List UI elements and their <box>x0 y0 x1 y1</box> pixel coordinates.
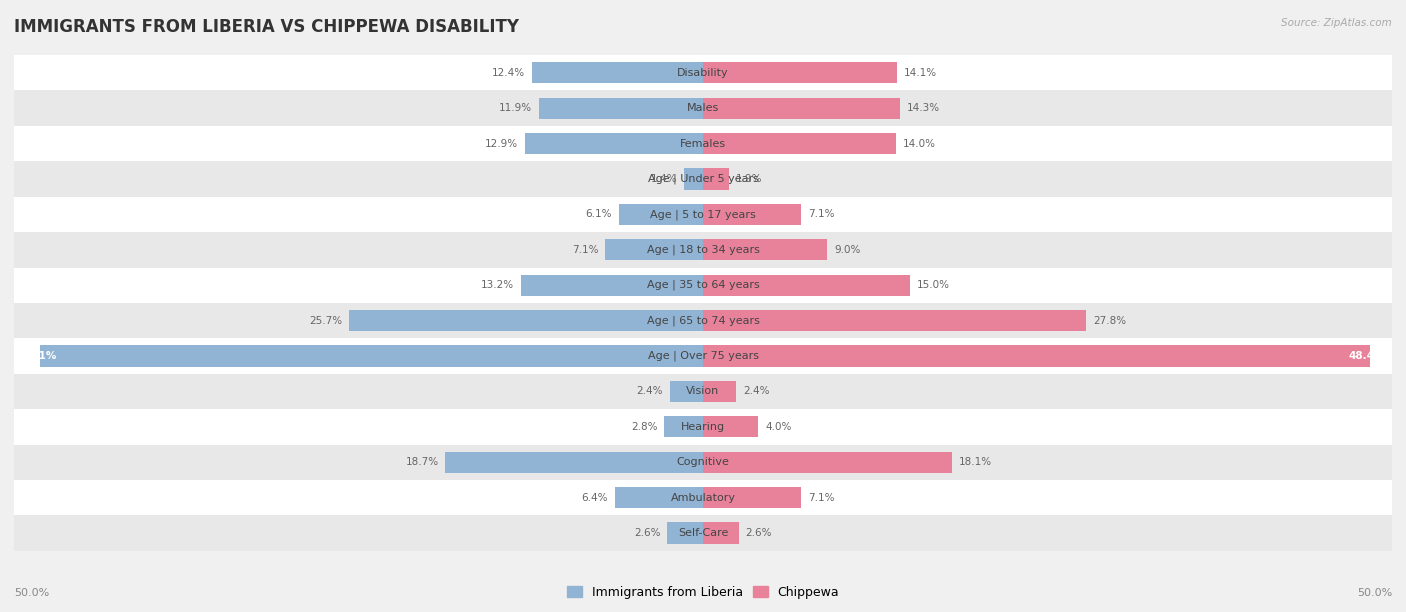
Text: 9.0%: 9.0% <box>834 245 860 255</box>
Text: 18.7%: 18.7% <box>405 457 439 468</box>
Text: 15.0%: 15.0% <box>917 280 949 290</box>
Legend: Immigrants from Liberia, Chippewa: Immigrants from Liberia, Chippewa <box>561 581 845 604</box>
Bar <box>14 196 1392 232</box>
Text: Cognitive: Cognitive <box>676 457 730 468</box>
Text: Age | 18 to 34 years: Age | 18 to 34 years <box>647 245 759 255</box>
Text: 18.1%: 18.1% <box>959 457 993 468</box>
Bar <box>349 310 703 331</box>
Text: 6.1%: 6.1% <box>585 209 612 220</box>
Text: 7.1%: 7.1% <box>807 493 834 502</box>
Bar <box>669 381 703 402</box>
Text: Females: Females <box>681 138 725 149</box>
Bar <box>14 91 1392 126</box>
Bar <box>668 523 703 543</box>
Text: Males: Males <box>688 103 718 113</box>
Bar <box>14 515 1392 551</box>
Text: 2.6%: 2.6% <box>634 528 661 538</box>
Text: 50.0%: 50.0% <box>14 588 49 597</box>
Bar <box>14 232 1392 267</box>
Text: 1.4%: 1.4% <box>651 174 676 184</box>
Bar <box>703 97 900 119</box>
Text: Age | Over 75 years: Age | Over 75 years <box>648 351 758 361</box>
Bar <box>446 452 703 473</box>
Text: IMMIGRANTS FROM LIBERIA VS CHIPPEWA DISABILITY: IMMIGRANTS FROM LIBERIA VS CHIPPEWA DISA… <box>14 18 519 36</box>
Bar <box>531 62 703 83</box>
Text: 7.1%: 7.1% <box>807 209 834 220</box>
Bar <box>14 303 1392 338</box>
Bar <box>703 381 737 402</box>
Text: Disability: Disability <box>678 68 728 78</box>
Bar <box>703 62 897 83</box>
Text: 7.1%: 7.1% <box>572 245 599 255</box>
Text: 14.0%: 14.0% <box>903 138 936 149</box>
Text: 27.8%: 27.8% <box>1092 316 1126 326</box>
Bar <box>703 416 758 438</box>
Bar <box>619 204 703 225</box>
Bar <box>14 338 1392 374</box>
Bar <box>703 452 952 473</box>
Text: 25.7%: 25.7% <box>309 316 342 326</box>
Bar <box>14 162 1392 196</box>
Bar <box>703 168 730 190</box>
Text: 2.4%: 2.4% <box>637 386 664 397</box>
Text: Ambulatory: Ambulatory <box>671 493 735 502</box>
Text: Source: ZipAtlas.com: Source: ZipAtlas.com <box>1281 18 1392 28</box>
Text: Age | Under 5 years: Age | Under 5 years <box>648 174 758 184</box>
Bar <box>14 480 1392 515</box>
Text: Age | 65 to 74 years: Age | 65 to 74 years <box>647 315 759 326</box>
Bar <box>14 267 1392 303</box>
Text: 50.0%: 50.0% <box>1357 588 1392 597</box>
Bar <box>14 374 1392 409</box>
Text: 2.8%: 2.8% <box>631 422 658 432</box>
Text: 12.4%: 12.4% <box>492 68 526 78</box>
Text: 14.1%: 14.1% <box>904 68 938 78</box>
Text: 11.9%: 11.9% <box>499 103 531 113</box>
Bar <box>526 133 703 154</box>
Bar <box>703 204 801 225</box>
Bar <box>614 487 703 509</box>
Text: 14.3%: 14.3% <box>907 103 941 113</box>
Bar <box>538 97 703 119</box>
Bar <box>665 416 703 438</box>
Text: 4.0%: 4.0% <box>765 422 792 432</box>
Bar <box>14 444 1392 480</box>
Text: Hearing: Hearing <box>681 422 725 432</box>
Bar <box>41 345 703 367</box>
Bar <box>703 345 1369 367</box>
Text: 1.9%: 1.9% <box>737 174 762 184</box>
Text: 2.6%: 2.6% <box>745 528 772 538</box>
Text: 13.2%: 13.2% <box>481 280 515 290</box>
Bar <box>703 239 827 261</box>
Bar <box>703 275 910 296</box>
Bar <box>605 239 703 261</box>
Bar <box>522 275 703 296</box>
Bar <box>14 126 1392 162</box>
Bar <box>703 487 801 509</box>
Bar <box>14 409 1392 444</box>
Bar <box>14 55 1392 91</box>
Bar <box>683 168 703 190</box>
Text: 48.4%: 48.4% <box>1348 351 1385 361</box>
Text: Self-Care: Self-Care <box>678 528 728 538</box>
Text: Vision: Vision <box>686 386 720 397</box>
Bar <box>703 523 738 543</box>
Bar <box>703 133 896 154</box>
Text: Age | 5 to 17 years: Age | 5 to 17 years <box>650 209 756 220</box>
Text: 6.4%: 6.4% <box>582 493 607 502</box>
Text: 12.9%: 12.9% <box>485 138 519 149</box>
Text: Age | 35 to 64 years: Age | 35 to 64 years <box>647 280 759 291</box>
Bar <box>703 310 1085 331</box>
Text: 48.1%: 48.1% <box>21 351 58 361</box>
Text: 2.4%: 2.4% <box>742 386 769 397</box>
